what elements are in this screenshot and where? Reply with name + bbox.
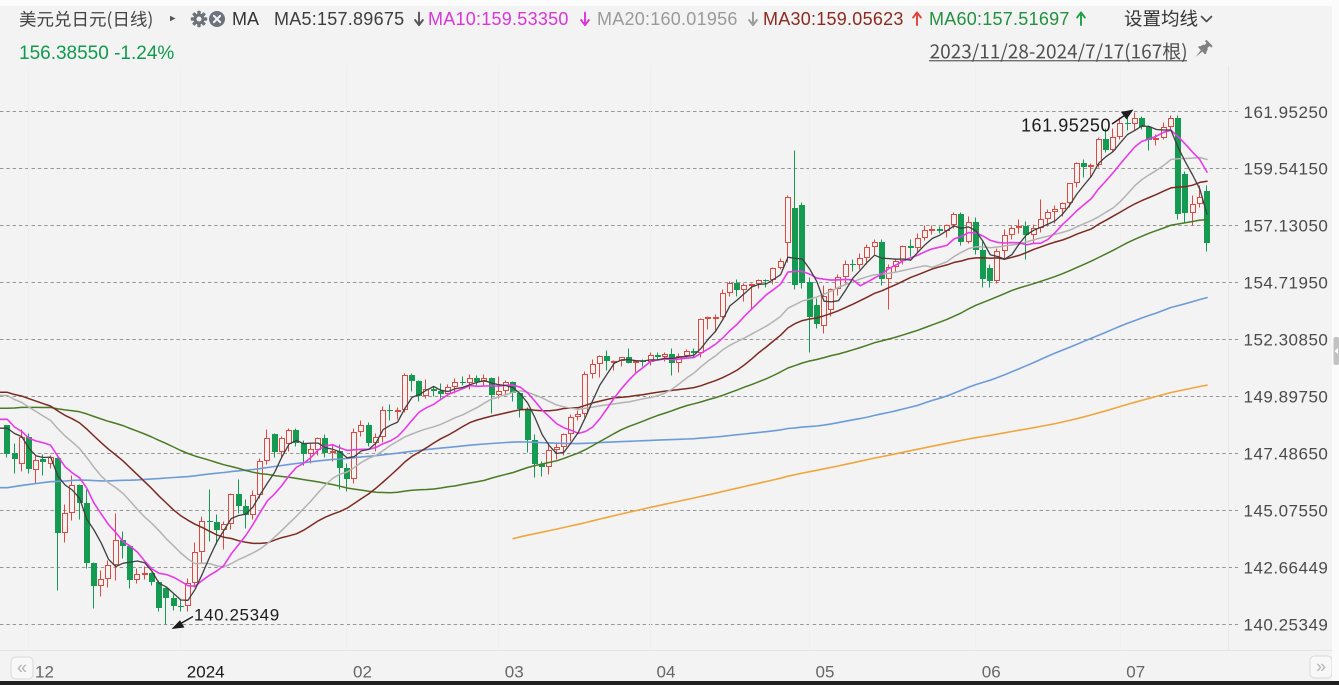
svg-text:2024: 2024 <box>187 663 225 682</box>
svg-text:MA10:159.53350: MA10:159.53350 <box>428 9 569 29</box>
svg-text:MA30:159.05623: MA30:159.05623 <box>763 9 904 29</box>
svg-text:156.38550 -1.24%: 156.38550 -1.24% <box>19 43 174 64</box>
svg-text:161.95250: 161.95250 <box>1021 116 1111 136</box>
svg-text:04: 04 <box>657 663 676 682</box>
svg-text:«: « <box>17 658 27 678</box>
svg-text:»: » <box>1316 657 1326 677</box>
svg-text:142.66449: 142.66449 <box>1244 558 1329 577</box>
svg-text:02: 02 <box>353 663 372 682</box>
svg-text:07: 07 <box>1126 663 1145 682</box>
svg-text:06: 06 <box>982 663 1001 682</box>
svg-text:140.25349: 140.25349 <box>194 606 280 625</box>
svg-text:157.13050: 157.13050 <box>1244 217 1329 236</box>
svg-text:MA60:157.51697: MA60:157.51697 <box>929 9 1070 29</box>
svg-text:147.48650: 147.48650 <box>1244 444 1329 463</box>
svg-text:MA5:157.89675: MA5:157.89675 <box>274 9 404 29</box>
svg-text:140.25349: 140.25349 <box>1244 615 1329 634</box>
svg-text:149.89750: 149.89750 <box>1244 388 1329 407</box>
svg-text:154.71950: 154.71950 <box>1244 274 1329 293</box>
svg-text:MA: MA <box>232 9 259 29</box>
svg-text:152.30850: 152.30850 <box>1244 331 1329 350</box>
svg-text:161.95250: 161.95250 <box>1244 103 1329 122</box>
svg-text:MA20:160.01956: MA20:160.01956 <box>597 9 738 29</box>
svg-text:145.07550: 145.07550 <box>1244 501 1329 520</box>
svg-text:159.54150: 159.54150 <box>1244 160 1329 179</box>
svg-text:03: 03 <box>505 663 524 682</box>
svg-text:12: 12 <box>35 663 54 682</box>
svg-text:05: 05 <box>816 663 835 682</box>
